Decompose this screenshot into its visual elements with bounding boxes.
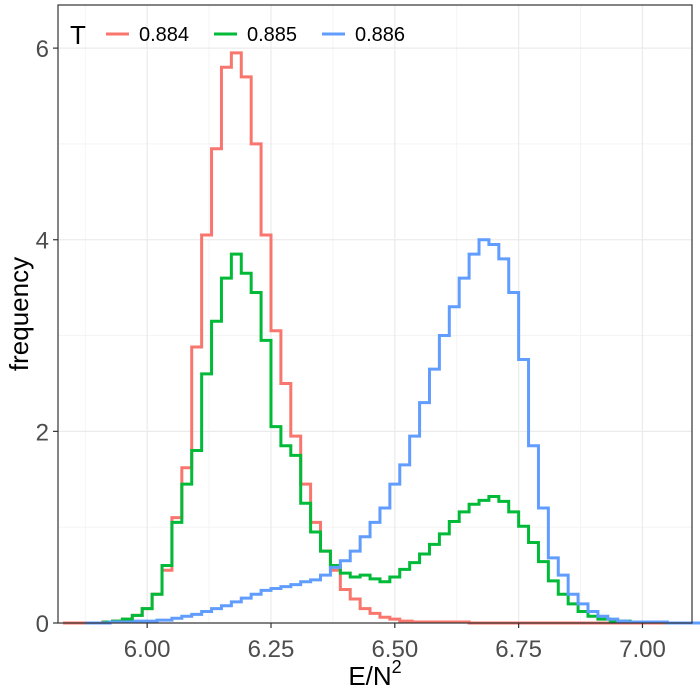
y-tick-label: 0 <box>36 611 49 638</box>
x-tick-label: 7.00 <box>619 636 666 663</box>
y-tick-label: 4 <box>36 228 49 255</box>
legend-label-0.884: 0.884 <box>139 24 189 46</box>
x-tick-label: 6.25 <box>248 636 295 663</box>
series-line-0.886 <box>85 238 700 625</box>
x-tick-label: 6.00 <box>124 636 171 663</box>
y-tick-label: 6 <box>36 36 49 63</box>
x-axis-title-main: E/N <box>348 661 391 691</box>
legend-label-0.885: 0.885 <box>247 24 297 46</box>
series-lines <box>62 51 700 625</box>
x-tick-label: 6.75 <box>495 636 542 663</box>
axes: 6.00 6.25 6.50 6.75 7.00 0 2 4 6 <box>36 36 666 663</box>
y-axis-title: frequency <box>4 257 34 371</box>
panel-border <box>57 4 693 624</box>
x-axis-title: E/N2 <box>348 657 401 691</box>
x-axis-title-superscript: 2 <box>392 657 402 677</box>
series-line-0.885 <box>102 252 700 625</box>
legend-label-0.886: 0.886 <box>355 24 405 46</box>
panel-background <box>58 5 692 623</box>
legend: T 0.884 0.885 0.886 <box>70 20 405 50</box>
x-tick-label: 6.50 <box>371 636 418 663</box>
legend-title: T <box>70 20 86 50</box>
y-tick-label: 2 <box>36 419 49 446</box>
